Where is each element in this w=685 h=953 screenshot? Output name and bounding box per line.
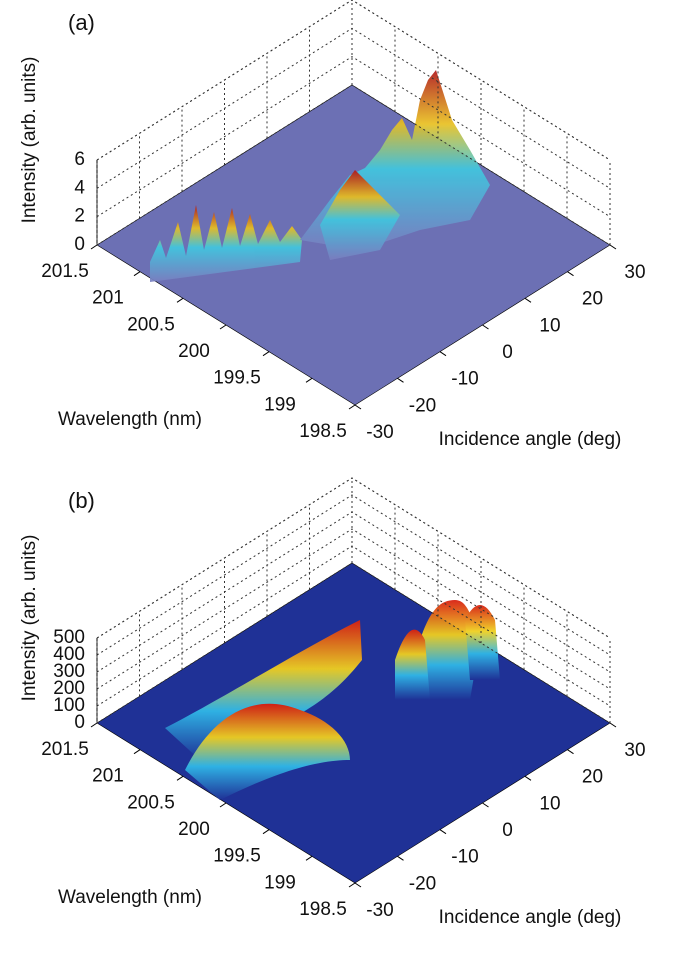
- x-tick-label: 199.5: [213, 846, 261, 867]
- y-tick-label: -10: [451, 369, 478, 390]
- tick-mark: [439, 829, 447, 835]
- surface-b: [165, 600, 500, 800]
- tick-mark: [133, 271, 141, 277]
- y-tick-label: -10: [451, 847, 478, 868]
- x-axis-label: Wavelength (nm): [58, 887, 202, 908]
- z-tick-label: 0: [74, 712, 85, 733]
- y-tick-label: 0: [502, 342, 513, 363]
- surface-ridge: [320, 170, 400, 260]
- z-tick-label: 2: [74, 206, 85, 227]
- x-tick-label: 201.5: [41, 739, 89, 760]
- x-tick-label: 198.5: [299, 899, 347, 920]
- y-tick-label: -20: [409, 873, 436, 894]
- z-axis-label: Intensity (arb. units): [19, 57, 40, 224]
- y-axis-label: Incidence angle (deg): [439, 429, 622, 450]
- x-tick-label: 200.5: [127, 792, 175, 813]
- z-tick-label: 200: [53, 678, 85, 699]
- surface-ridge: [165, 620, 362, 760]
- tick-mark: [305, 377, 313, 383]
- grid-line: [96, 477, 611, 639]
- x-tick-label: 200: [178, 819, 210, 840]
- z-tick-label: 300: [53, 661, 85, 682]
- y-tick-label: -20: [409, 395, 436, 416]
- x-axis-label: Wavelength (nm): [58, 409, 202, 430]
- panel-label: (b): [68, 488, 95, 513]
- tick-mark: [262, 829, 270, 835]
- tick-mark: [567, 749, 574, 755]
- y-tick-label: 0: [502, 820, 513, 841]
- surface-floor: [96, 562, 611, 884]
- tick-mark: [90, 722, 98, 728]
- tick-mark: [176, 775, 184, 781]
- tick-mark: [348, 404, 356, 410]
- y-tick-label: 10: [539, 793, 560, 814]
- x-tick-label: 199: [264, 872, 296, 893]
- tick-mark: [90, 244, 98, 250]
- x-tick-label: 201.5: [41, 261, 89, 282]
- y-tick-label: 10: [539, 315, 560, 336]
- y-tick-label: -30: [366, 900, 393, 921]
- tick-mark: [482, 802, 489, 808]
- x-tick-label: 199: [264, 394, 296, 415]
- surface-a: [150, 70, 490, 282]
- z-axis-label: Intensity (arb. units): [19, 535, 40, 702]
- grid-line: [96, 56, 611, 218]
- x-tick-label: 199.5: [213, 368, 261, 389]
- tick-mark: [397, 855, 404, 861]
- z-tick-label: 4: [74, 177, 85, 198]
- tick-mark: [348, 882, 356, 888]
- x-tick-label: 198.5: [299, 421, 347, 442]
- x-tick-label: 201: [92, 766, 124, 787]
- z-tick-label: 400: [53, 644, 85, 665]
- y-tick-label: 20: [582, 289, 603, 310]
- y-tick-label: 30: [624, 740, 645, 761]
- tick-mark: [133, 749, 141, 755]
- y-tick-label: 20: [582, 767, 603, 788]
- x-tick-label: 200: [178, 341, 210, 362]
- x-tick-label: 200.5: [127, 314, 175, 335]
- tick-mark: [482, 324, 489, 330]
- tick-mark: [305, 855, 313, 861]
- y-tick-label: 30: [624, 262, 645, 283]
- panel-label: (a): [68, 10, 95, 35]
- y-tick-label: -30: [366, 422, 393, 443]
- x-tick-label: 201: [92, 288, 124, 309]
- surface-ridge: [395, 629, 430, 700]
- tick-mark: [567, 271, 574, 277]
- z-tick-label: 100: [53, 695, 85, 716]
- tick-mark: [219, 324, 227, 330]
- tick-mark: [176, 297, 184, 303]
- tick-mark: [609, 244, 617, 250]
- grid-line: [96, 528, 611, 690]
- y-axis-label: Incidence angle (deg): [439, 907, 622, 928]
- tick-mark: [609, 722, 617, 728]
- surface-ridge: [420, 600, 480, 700]
- tick-mark: [524, 775, 532, 781]
- tick-mark: [262, 351, 270, 357]
- tick-mark: [219, 802, 227, 808]
- tick-mark: [524, 297, 532, 303]
- surface-ridge: [465, 605, 500, 680]
- tick-mark: [397, 377, 404, 383]
- surface-ridge: [185, 703, 350, 800]
- grid-line: [96, 494, 611, 656]
- z-tick-label: 6: [74, 149, 85, 170]
- z-tick-label: 0: [74, 234, 85, 255]
- surface-ridge: [150, 205, 302, 282]
- z-tick-label: 500: [53, 627, 85, 648]
- tick-mark: [439, 351, 447, 357]
- tick-mark: [354, 404, 362, 410]
- tick-mark: [354, 882, 362, 888]
